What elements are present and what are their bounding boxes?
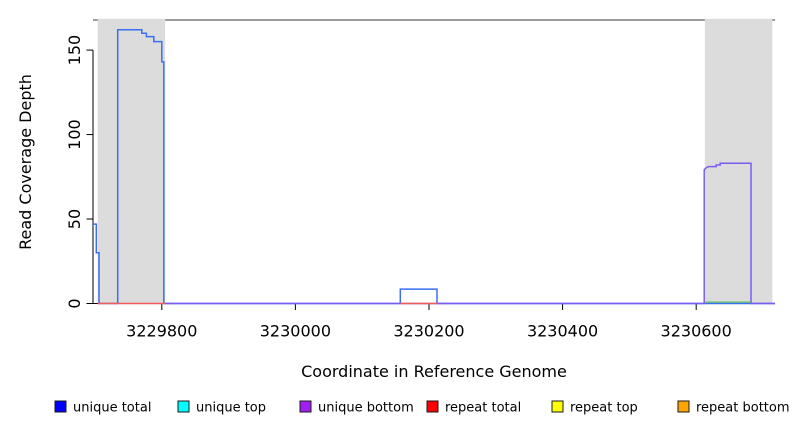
x-axis-title: Coordinate in Reference Genome xyxy=(301,362,567,381)
y-axis-title: Read Coverage Depth xyxy=(16,74,35,250)
plot-area: 3229800 3230000 3230200 3230400 3230600 0 50 10… xyxy=(65,18,775,341)
y-tick-label: 150 xyxy=(65,35,84,66)
y-tick-label: 50 xyxy=(65,209,84,229)
y-tick-label: 0 xyxy=(65,298,84,308)
legend-swatch-unique-bottom xyxy=(299,400,312,413)
series-line-unique-bottom xyxy=(164,162,775,305)
legend-label-unique-top: unique top xyxy=(196,401,266,416)
legend: unique total unique top unique bottom repea… xyxy=(54,400,790,416)
legend-swatch-repeat-bottom xyxy=(677,400,690,413)
legend-label-unique-total: unique total xyxy=(73,401,151,416)
legend-label-repeat-bottom: repeat bottom xyxy=(696,401,790,416)
y-tick-label: 100 xyxy=(65,119,84,150)
x-tick-label: 3230400 xyxy=(527,322,598,341)
legend-label-repeat-total: repeat total xyxy=(445,401,521,416)
legend-swatch-unique-top xyxy=(177,400,190,413)
x-tick-label: 3230000 xyxy=(260,322,331,341)
highlight-region xyxy=(97,18,166,304)
legend-swatch-repeat-top xyxy=(551,400,564,413)
legend-label-repeat-top: repeat top xyxy=(570,401,638,416)
x-tick-label: 3230600 xyxy=(661,322,732,341)
legend-swatch-repeat-total xyxy=(426,400,439,413)
x-tick-label: 3230200 xyxy=(393,322,464,341)
series-line-unique-total xyxy=(93,29,775,305)
highlight-region xyxy=(704,18,773,304)
x-tick-label: 3229800 xyxy=(126,322,197,341)
legend-swatch-unique-total xyxy=(54,400,67,413)
legend-label-unique-bottom: unique bottom xyxy=(318,401,414,416)
